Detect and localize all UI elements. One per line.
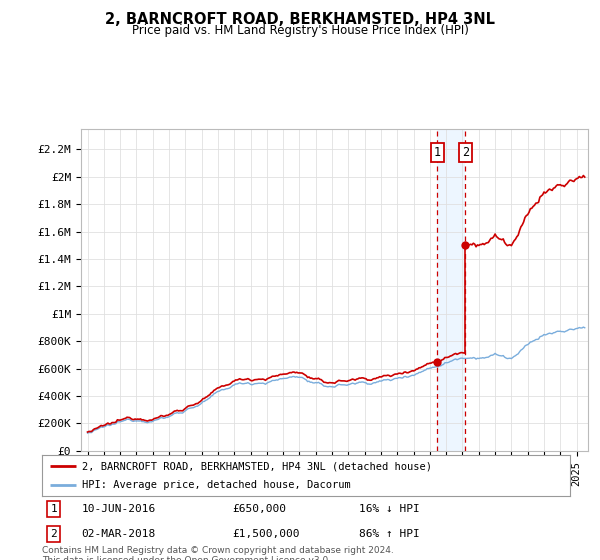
Text: 2: 2 xyxy=(461,147,469,160)
Text: HPI: Average price, detached house, Dacorum: HPI: Average price, detached house, Daco… xyxy=(82,480,350,489)
Text: 1: 1 xyxy=(50,504,57,514)
Text: 10-JUN-2016: 10-JUN-2016 xyxy=(82,504,156,514)
Text: 2, BARNCROFT ROAD, BERKHAMSTED, HP4 3NL (detached house): 2, BARNCROFT ROAD, BERKHAMSTED, HP4 3NL … xyxy=(82,461,431,471)
Text: Price paid vs. HM Land Registry's House Price Index (HPI): Price paid vs. HM Land Registry's House … xyxy=(131,24,469,36)
Text: 1: 1 xyxy=(434,147,441,160)
Text: 2: 2 xyxy=(50,529,57,539)
Bar xyxy=(437,129,465,451)
Text: 16% ↓ HPI: 16% ↓ HPI xyxy=(359,504,419,514)
Text: 02-MAR-2018: 02-MAR-2018 xyxy=(82,529,156,539)
Text: Contains HM Land Registry data © Crown copyright and database right 2024.
This d: Contains HM Land Registry data © Crown c… xyxy=(42,546,394,560)
Text: 2, BARNCROFT ROAD, BERKHAMSTED, HP4 3NL: 2, BARNCROFT ROAD, BERKHAMSTED, HP4 3NL xyxy=(105,12,495,27)
Text: £650,000: £650,000 xyxy=(232,504,286,514)
Text: 86% ↑ HPI: 86% ↑ HPI xyxy=(359,529,419,539)
Text: £1,500,000: £1,500,000 xyxy=(232,529,299,539)
